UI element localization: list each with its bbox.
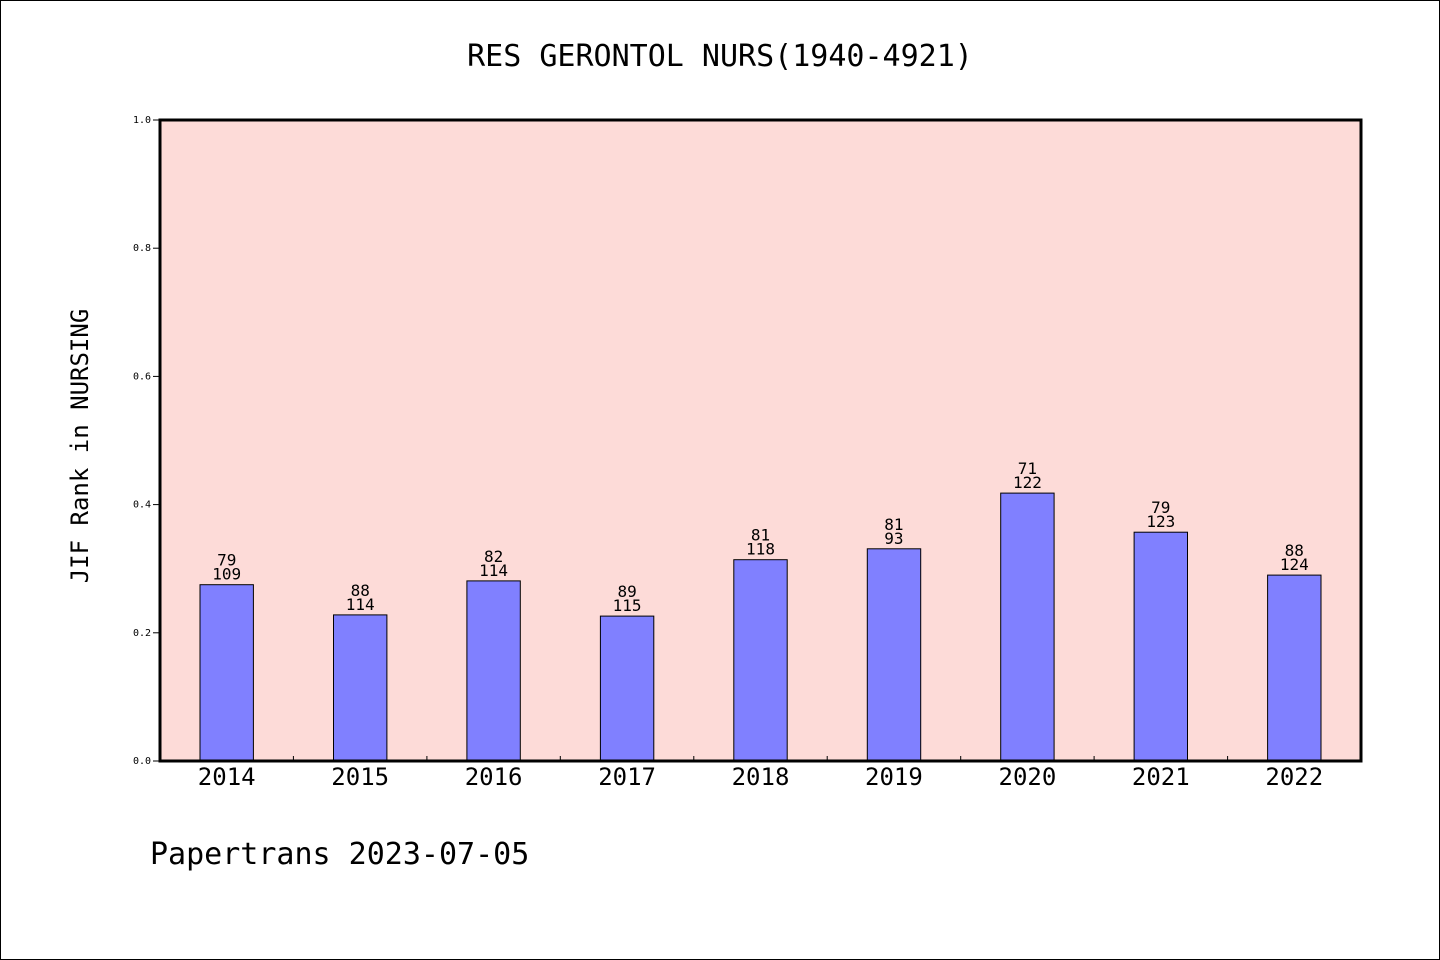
bar-2018 [733, 559, 788, 762]
bar-2020 [1000, 492, 1055, 762]
y-tick-label: 0.0 [133, 756, 151, 767]
bar-rank-label-2019: 81 [884, 515, 903, 534]
footer-text: Papertrans 2023-07-05 [150, 837, 529, 872]
bar-total-label-2022: 124 [1280, 555, 1309, 574]
bar-total-label-2014: 109 [212, 565, 241, 584]
bar-total-label-2021: 123 [1146, 512, 1175, 531]
bar-rank-label-2017: 89 [617, 582, 636, 601]
y-tick-label: 0.2 [133, 628, 151, 639]
x-axis-ticks: 2014 2015 2016 2017 2018 2019 2020 2021 2022 [198, 756, 1323, 791]
x-tick-label-2017: 2017 [598, 763, 656, 791]
y-axis-ticks: 0.0 0.2 0.4 0.6 0.8 1.0 [133, 115, 160, 767]
chart-title: RES GERONTOL NURS(1940-4921) [467, 39, 973, 74]
bar-total-label-2015: 114 [346, 595, 375, 614]
bar-rank-label-2018: 81 [751, 526, 770, 545]
bar-2014 [199, 584, 254, 762]
bar-rank-label-2022: 88 [1285, 541, 1304, 560]
bar-total-label-2018: 118 [746, 540, 775, 559]
bar-rank-label-2021: 79 [1151, 498, 1170, 517]
x-tick-label-2018: 2018 [732, 763, 790, 791]
plot-border [158, 118, 1363, 763]
bar-2017 [599, 615, 655, 762]
bars-layer [199, 492, 1322, 762]
x-tick-label-2014: 2014 [198, 763, 256, 791]
bar-rank-label-2015: 88 [351, 581, 370, 600]
x-tick-label-2020: 2020 [999, 763, 1057, 791]
y-tick-label: 0.4 [133, 500, 151, 511]
bar-rank-label-2020: 71 [1018, 459, 1037, 478]
bar-total-label-2019: 93 [884, 529, 903, 548]
y-tick-label: 1.0 [133, 115, 151, 126]
x-tick-label-2021: 2021 [1132, 763, 1190, 791]
x-tick-label-2019: 2019 [865, 763, 923, 791]
y-axis-label: JIF Rank in NURSING [66, 309, 94, 584]
bar-total-label-2016: 114 [479, 561, 508, 580]
bar-2022 [1267, 574, 1322, 762]
x-tick-label-2015: 2015 [331, 763, 389, 791]
bar-2021 [1133, 531, 1188, 762]
bar-labels-layer: 7910988114821148911581118819371122791238… [212, 459, 1309, 615]
bar-total-label-2017: 115 [613, 596, 642, 615]
x-tick-label-2022: 2022 [1265, 763, 1323, 791]
bar-2015 [333, 614, 388, 762]
x-tick-label-2016: 2016 [465, 763, 523, 791]
bar-rank-label-2016: 82 [484, 547, 503, 566]
y-tick-label: 0.8 [133, 243, 151, 254]
y-tick-label: 0.6 [133, 371, 151, 382]
bar-rank-label-2014: 79 [217, 551, 236, 570]
bar-2016 [466, 580, 521, 762]
bar-2019 [866, 548, 922, 762]
bar-total-label-2020: 122 [1013, 473, 1042, 492]
